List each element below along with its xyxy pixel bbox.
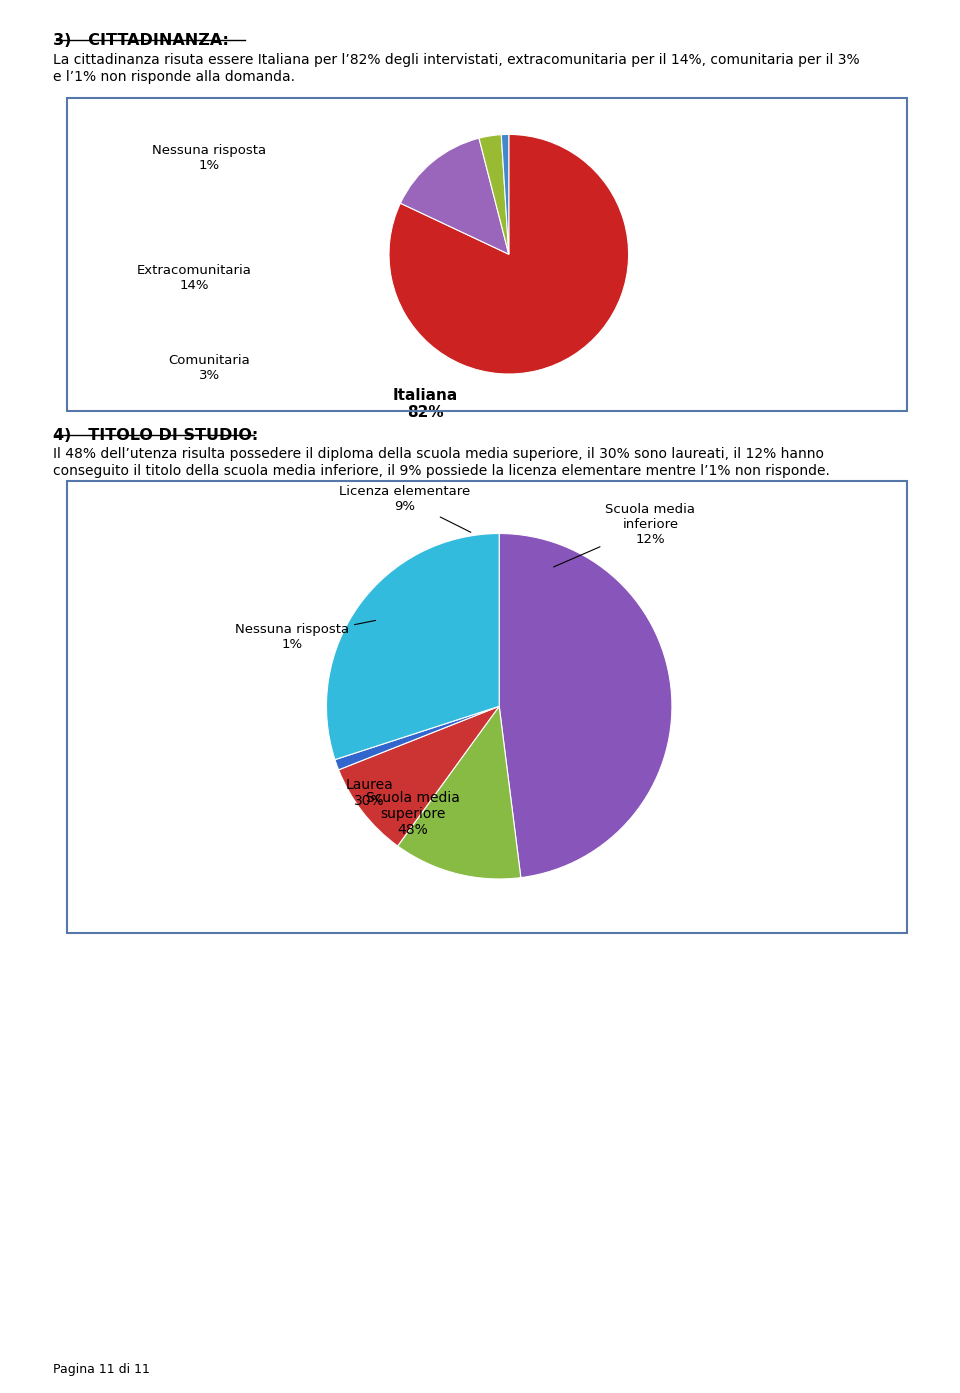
Text: conseguito il titolo della scuola media inferiore, il 9% possiede la licenza ele: conseguito il titolo della scuola media … bbox=[53, 464, 829, 478]
Text: 3)   CITTADINANZA:: 3) CITTADINANZA: bbox=[53, 33, 228, 49]
Text: La cittadinanza risuta essere Italiana per l’82% degli intervistati, extracomuni: La cittadinanza risuta essere Italiana p… bbox=[53, 53, 859, 67]
Wedge shape bbox=[389, 135, 629, 373]
Text: Comunitaria
3%: Comunitaria 3% bbox=[168, 354, 251, 382]
Text: Pagina 11 di 11: Pagina 11 di 11 bbox=[53, 1364, 150, 1376]
Wedge shape bbox=[479, 135, 509, 254]
Wedge shape bbox=[339, 706, 499, 846]
Text: Scuola media
inferiore
12%: Scuola media inferiore 12% bbox=[554, 503, 695, 567]
Text: Laurea
30%: Laurea 30% bbox=[346, 777, 394, 808]
Text: Scuola media
superiore
48%: Scuola media superiore 48% bbox=[366, 791, 460, 837]
Text: 4)   TITOLO DI STUDIO:: 4) TITOLO DI STUDIO: bbox=[53, 428, 258, 443]
Text: Nessuna risposta
1%: Nessuna risposta 1% bbox=[235, 620, 375, 651]
Text: Il 48% dell’utenza risulta possedere il diploma della scuola media superiore, il: Il 48% dell’utenza risulta possedere il … bbox=[53, 447, 824, 461]
Text: Extracomunitaria
14%: Extracomunitaria 14% bbox=[137, 265, 252, 293]
Text: e l’1% non risponde alla domanda.: e l’1% non risponde alla domanda. bbox=[53, 70, 295, 84]
Wedge shape bbox=[400, 138, 509, 254]
Wedge shape bbox=[335, 706, 499, 770]
Text: Nessuna risposta
1%: Nessuna risposta 1% bbox=[153, 145, 266, 173]
Wedge shape bbox=[501, 135, 509, 254]
Wedge shape bbox=[397, 706, 521, 879]
Wedge shape bbox=[499, 534, 672, 878]
Wedge shape bbox=[326, 534, 499, 759]
Text: Licenza elementare
9%: Licenza elementare 9% bbox=[339, 485, 470, 532]
Text: Italiana
82%: Italiana 82% bbox=[393, 387, 458, 421]
